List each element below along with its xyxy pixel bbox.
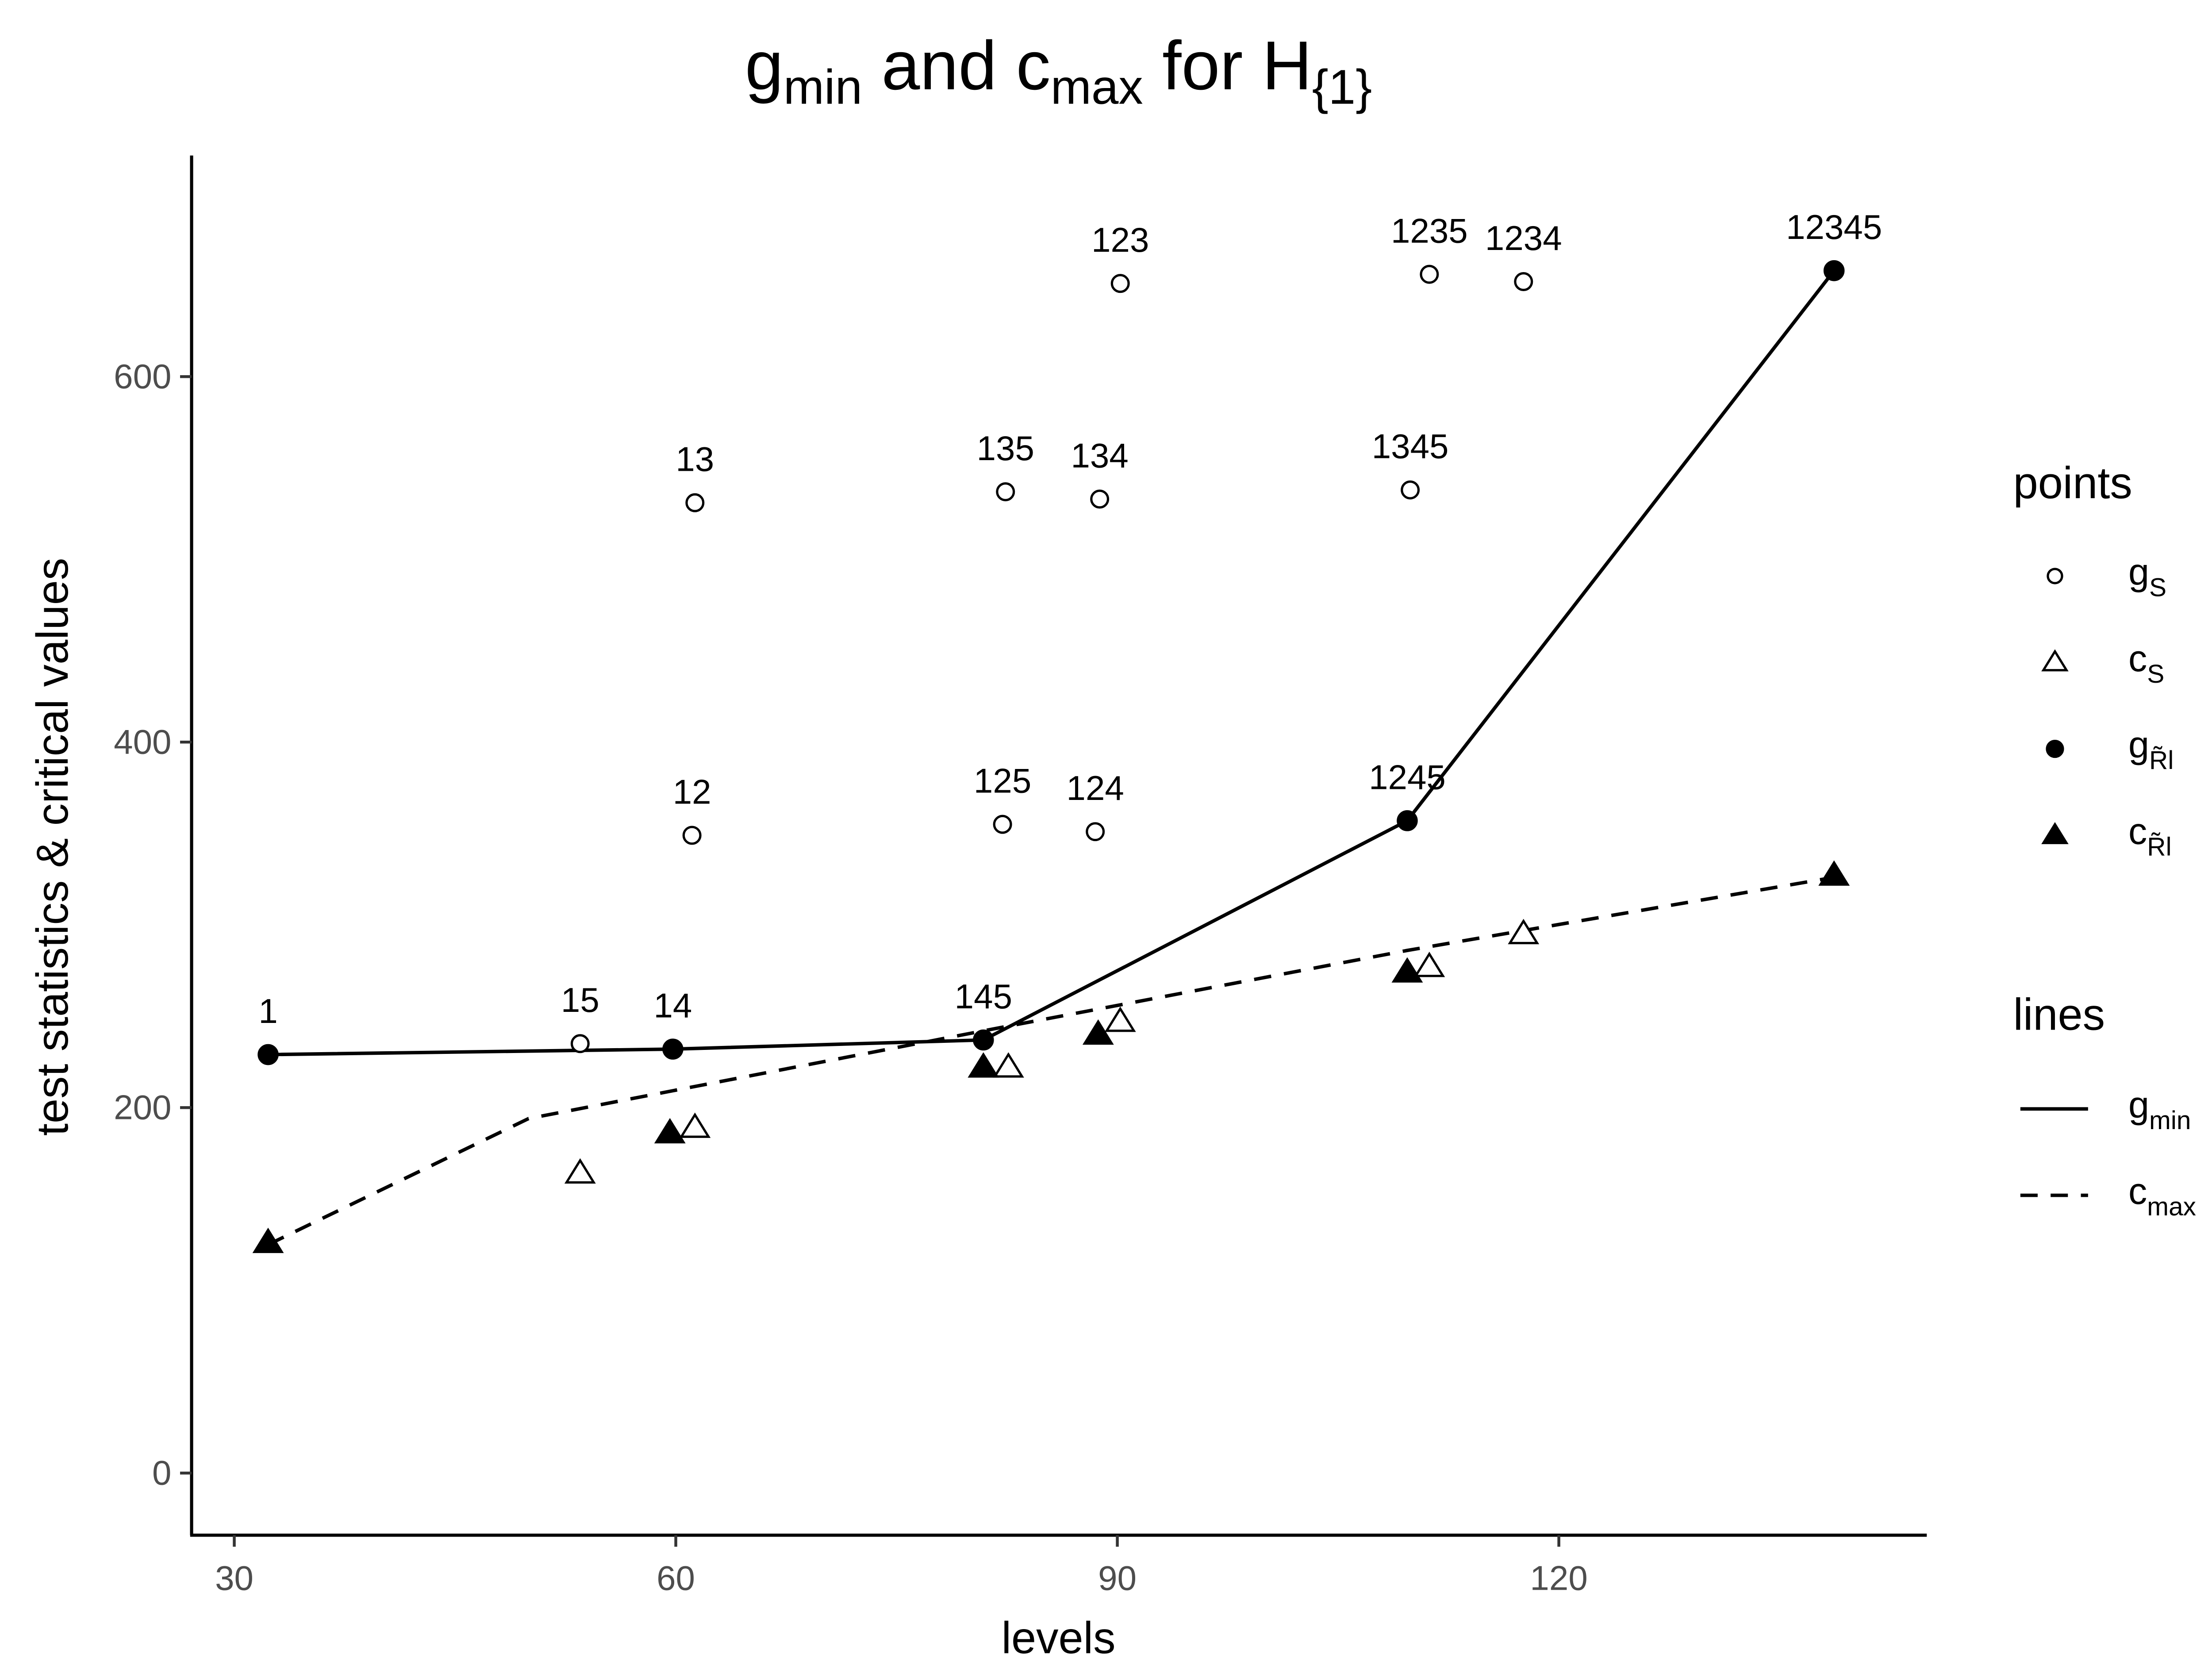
x-tick-label: 90 bbox=[1098, 1558, 1137, 1597]
point bbox=[685, 493, 705, 512]
legend-label: gR̃l bbox=[2128, 723, 2174, 775]
point-label: 124 bbox=[1067, 769, 1124, 807]
point bbox=[1090, 489, 1110, 509]
point bbox=[564, 1158, 596, 1184]
point-label: 12345 bbox=[1786, 208, 1882, 246]
point-label: 1234 bbox=[1485, 219, 1562, 258]
legend-label: gS bbox=[2128, 551, 2166, 602]
title-part: and c bbox=[862, 27, 1051, 104]
point bbox=[1818, 860, 1850, 886]
point-label: 15 bbox=[561, 980, 599, 1019]
point-label: 123 bbox=[1091, 220, 1149, 259]
point bbox=[1104, 1006, 1136, 1032]
y-tick-label: 600 bbox=[114, 357, 171, 396]
legend-label: cR̃l bbox=[2128, 810, 2172, 861]
x-tick-label: 30 bbox=[215, 1558, 253, 1597]
legend-label: cS bbox=[2128, 637, 2164, 688]
legend-title: points bbox=[2013, 458, 2132, 508]
point bbox=[1413, 952, 1445, 977]
x-tick-label: 120 bbox=[1530, 1558, 1587, 1597]
legend-label-main: g bbox=[2128, 723, 2149, 765]
legend-key bbox=[2046, 739, 2064, 758]
point bbox=[1823, 260, 1845, 281]
point bbox=[973, 1029, 994, 1051]
x-tick-label: 60 bbox=[657, 1558, 695, 1597]
legend-title: lines bbox=[2013, 990, 2105, 1039]
y-tick-label: 0 bbox=[152, 1453, 171, 1492]
y-tick-label: 200 bbox=[114, 1088, 171, 1126]
legend-key bbox=[2041, 822, 2069, 844]
legend-key bbox=[2047, 568, 2063, 584]
point bbox=[1110, 274, 1130, 293]
legend-label-sub: R̃l bbox=[2147, 832, 2171, 861]
point-label: 14 bbox=[653, 986, 692, 1025]
point bbox=[682, 826, 702, 845]
legend-key bbox=[2041, 649, 2069, 672]
point-label: 135 bbox=[977, 429, 1034, 468]
legend-label-main: g bbox=[2128, 551, 2149, 593]
y-axis-title: test statistics & critical values bbox=[28, 558, 77, 1136]
point bbox=[257, 1044, 279, 1065]
point bbox=[1420, 265, 1439, 284]
point bbox=[1082, 1019, 1114, 1045]
point-label: 134 bbox=[1071, 436, 1129, 475]
point bbox=[654, 1118, 686, 1144]
point-label: 12 bbox=[673, 772, 711, 811]
legend-label-main: c bbox=[2128, 810, 2147, 852]
legend-label: gmin bbox=[2128, 1084, 2191, 1135]
point-label: 145 bbox=[955, 977, 1012, 1016]
point bbox=[1086, 822, 1105, 842]
legend-label: cmax bbox=[2128, 1170, 2196, 1221]
point bbox=[993, 815, 1012, 834]
point bbox=[1401, 480, 1420, 500]
point-label: 1 bbox=[258, 992, 277, 1030]
point bbox=[1391, 957, 1423, 983]
legend-label-sub: max bbox=[2147, 1192, 2196, 1221]
y-tick-label: 400 bbox=[114, 722, 171, 761]
legend-label-main: g bbox=[2128, 1084, 2149, 1126]
point bbox=[1508, 919, 1540, 945]
point-label: 1345 bbox=[1372, 427, 1449, 466]
point-label: 13 bbox=[676, 440, 714, 479]
point bbox=[1514, 272, 1533, 291]
title-part: for H bbox=[1143, 27, 1312, 104]
point bbox=[992, 1052, 1024, 1078]
legend-label-main: c bbox=[2128, 637, 2147, 679]
point bbox=[679, 1112, 711, 1138]
point bbox=[1397, 810, 1418, 831]
chart-title: gmin and cmax for H{1} bbox=[745, 27, 1372, 115]
point bbox=[252, 1227, 284, 1253]
title-part: min bbox=[783, 60, 862, 114]
title-part: max bbox=[1051, 60, 1143, 114]
legend-label-sub: min bbox=[2149, 1106, 2191, 1135]
point bbox=[968, 1052, 999, 1078]
legend-label-main: c bbox=[2128, 1170, 2147, 1212]
x-axis-title: levels bbox=[1002, 1614, 1116, 1663]
legend-label-sub: S bbox=[2147, 660, 2164, 688]
point-label: 1245 bbox=[1369, 757, 1446, 796]
line bbox=[267, 876, 1835, 1246]
point bbox=[996, 482, 1015, 501]
title-part: {1} bbox=[1312, 60, 1372, 114]
point-label: 1235 bbox=[1391, 211, 1468, 250]
point bbox=[662, 1038, 684, 1060]
legend-label-sub: R̃l bbox=[2149, 746, 2174, 775]
title-part: g bbox=[745, 27, 783, 104]
point-label: 125 bbox=[974, 761, 1031, 800]
point bbox=[570, 1034, 590, 1053]
legend-label-sub: S bbox=[2149, 573, 2166, 602]
